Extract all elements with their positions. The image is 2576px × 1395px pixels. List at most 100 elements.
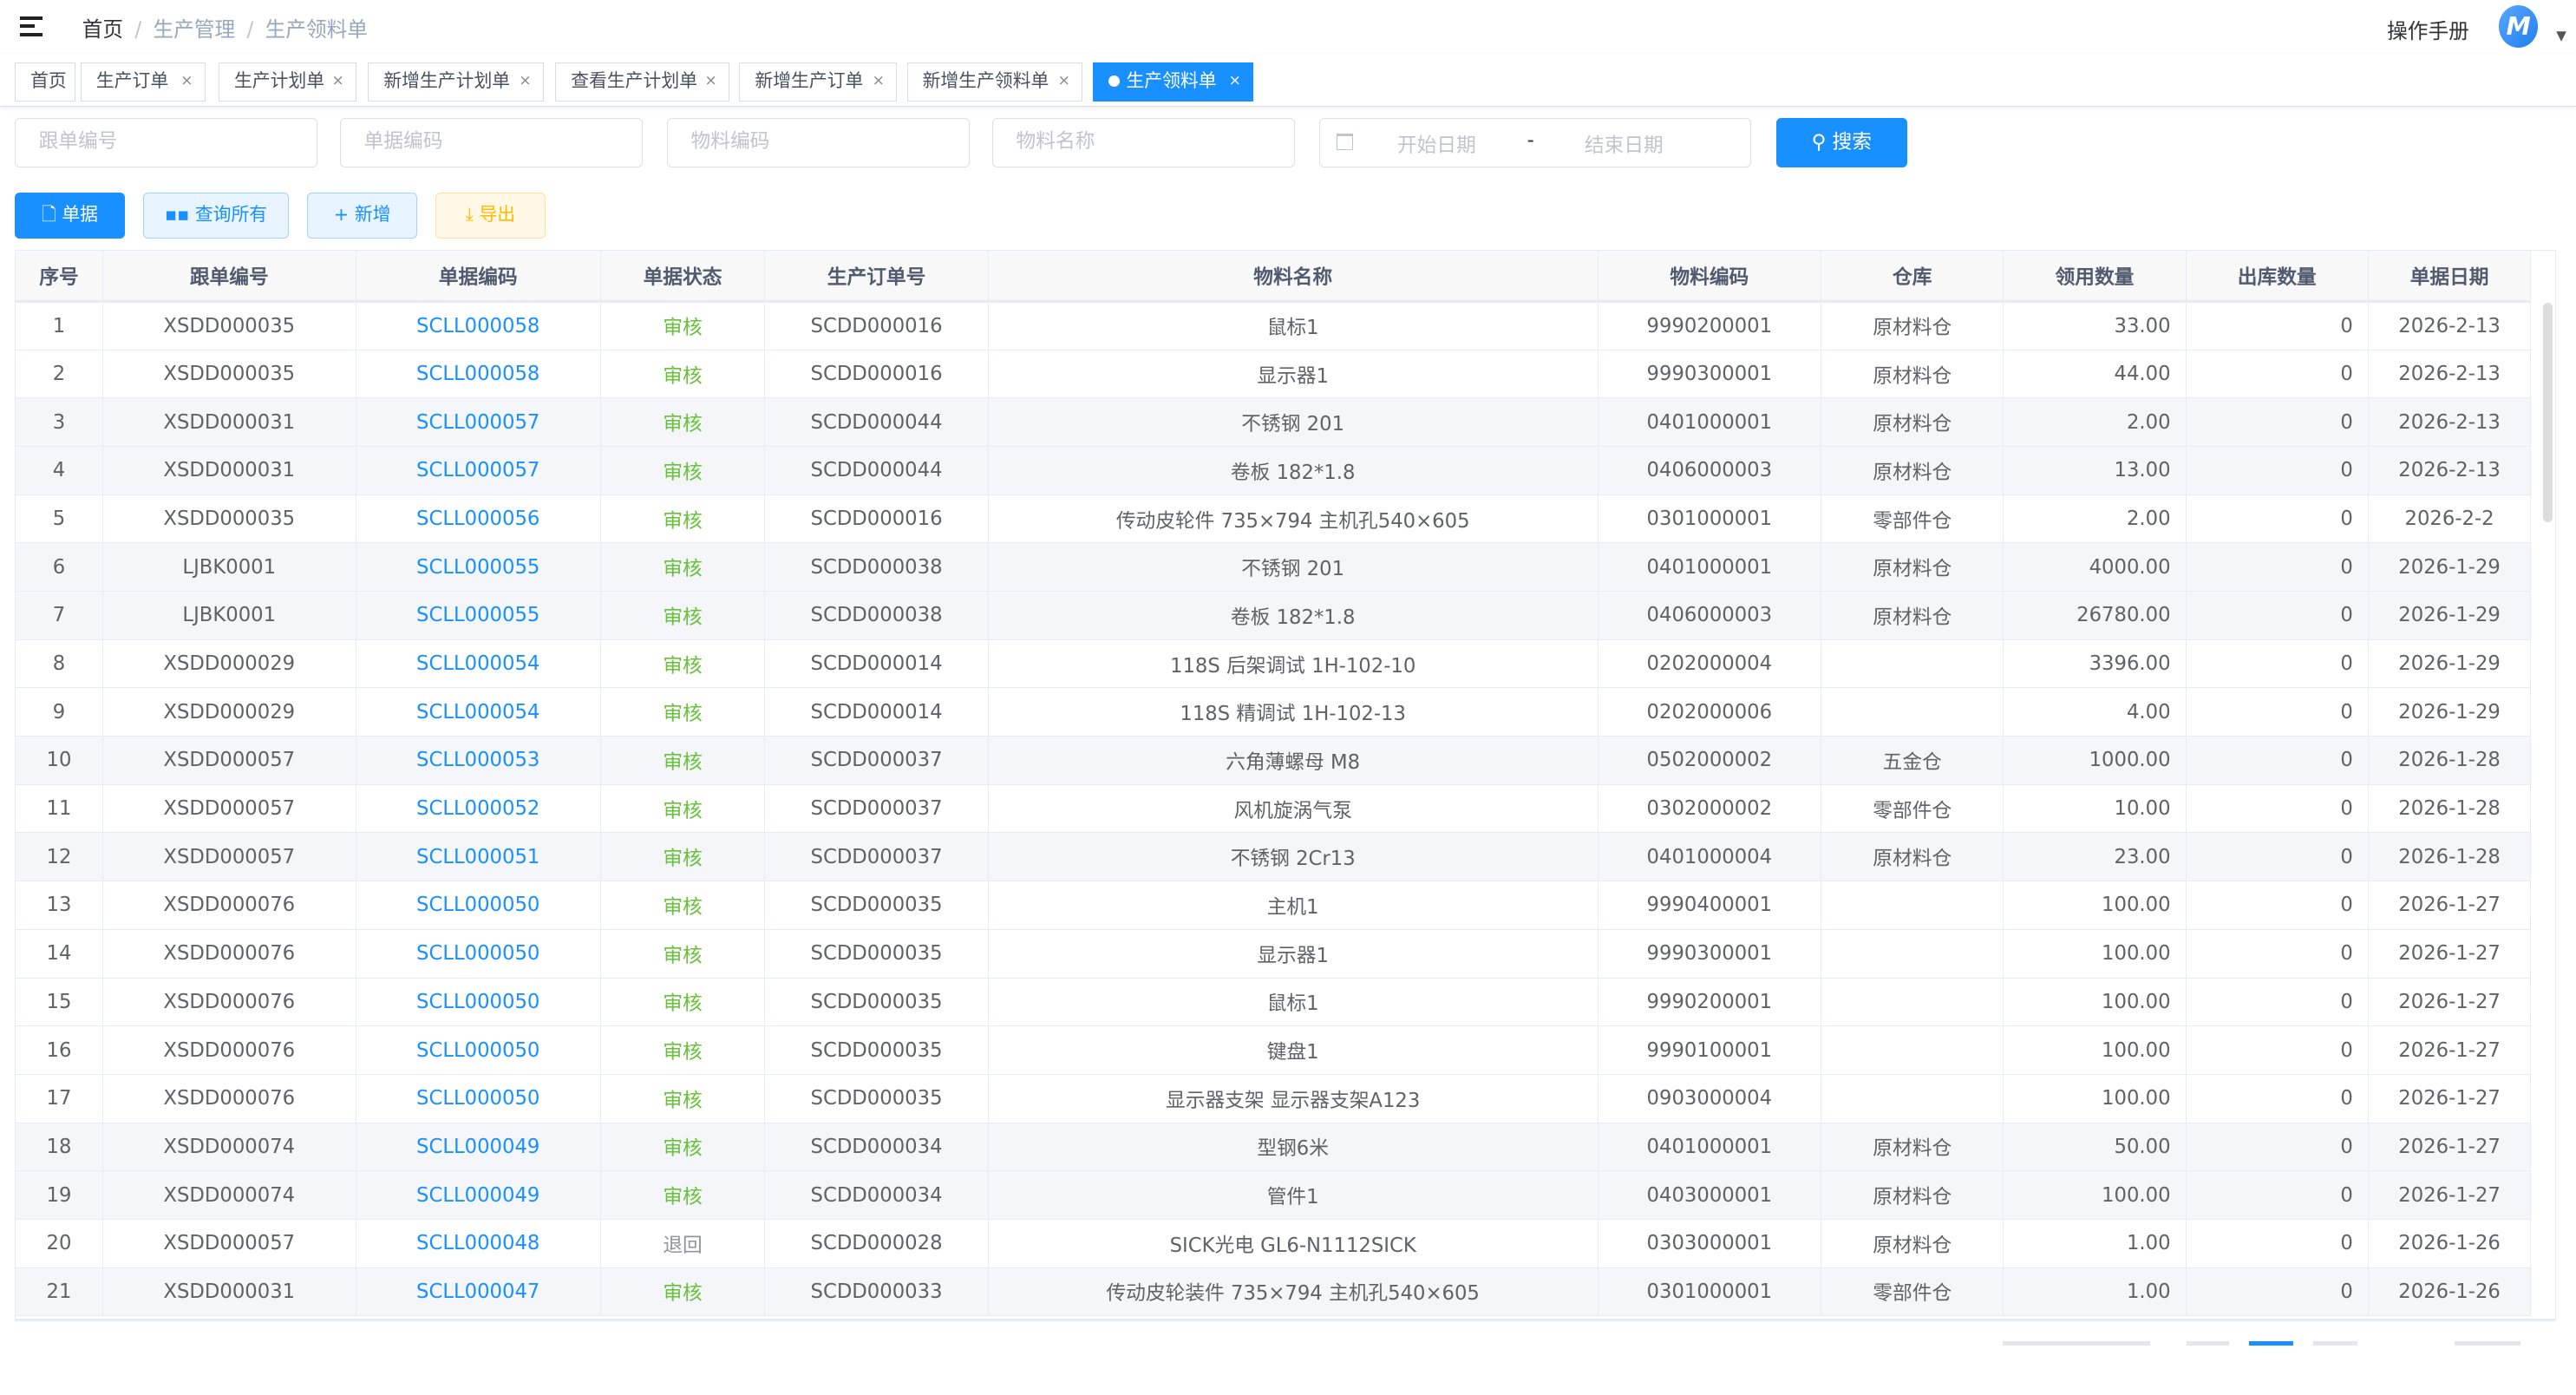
table-row[interactable]: 13 XSDD000076 SCLL000050 审核 SCDD000035 主机1 999… (16, 881, 2532, 930)
menu-toggle-icon[interactable] (19, 16, 43, 36)
cell-doc-code[interactable]: SCLL000050 (356, 881, 601, 930)
table-row[interactable]: 11 XSDD000057 SCLL000052 审核 SCDD000037 风机旋涡气泵… (16, 784, 2532, 834)
breadcrumb-home[interactable]: 首页 (82, 17, 124, 43)
search-button[interactable]: ⚲ 搜索 (1775, 118, 1908, 168)
column-header: 单据日期 (2368, 250, 2532, 304)
close-icon[interactable]: × (331, 71, 344, 89)
cell-date: 2026-2-13 (2368, 446, 2532, 495)
doc-button[interactable]: 🗋 单据 (15, 192, 125, 239)
cell-doc-code[interactable]: SCLL000056 (356, 494, 601, 544)
calendar-icon (1336, 134, 1353, 151)
page-jump-input[interactable] (2454, 1340, 2520, 1346)
close-icon[interactable]: × (1057, 71, 1070, 89)
cell-doc-code[interactable]: SCLL000058 (356, 350, 601, 399)
cell-doc-code[interactable]: SCLL000057 (356, 446, 601, 495)
table-row[interactable]: 4 XSDD000031 SCLL000057 审核 SCDD000044 卷板 182*… (16, 446, 2532, 495)
table-row[interactable]: 17 XSDD000076 SCLL000050 审核 SCDD000035 显示器支架 … (16, 1074, 2532, 1123)
cell-material-name: 118S 后架调试 1H-102-10 (988, 639, 1599, 689)
cell-order-no: SCDD000034 (764, 1123, 989, 1172)
doc-code-input[interactable]: 单据编码 (340, 118, 643, 168)
column-header: 生产订单号 (764, 250, 989, 304)
cell-order-no: SCDD000038 (764, 591, 989, 640)
cell-doc-code[interactable]: SCLL000050 (356, 929, 601, 979)
page-1-button[interactable] (2249, 1340, 2294, 1346)
prev-page-button[interactable] (2187, 1340, 2230, 1346)
cell-used-qty: 4000.00 (2003, 542, 2187, 593)
manual-link[interactable]: 操作手册 (2387, 19, 2469, 44)
material-name-input[interactable]: 物料名称 (992, 118, 1295, 168)
cell-doc-code[interactable]: SCLL000057 (356, 397, 601, 448)
cell-order-no: SCDD000035 (764, 1025, 989, 1075)
table-row[interactable]: 18 XSDD000074 SCLL000049 审核 SCDD000034 型钢6米 04… (16, 1123, 2532, 1172)
cell-doc-code[interactable]: SCLL000050 (356, 978, 601, 1027)
table-row[interactable]: 19 XSDD000074 SCLL000049 审核 SCDD000034 管件1 040… (16, 1170, 2532, 1220)
tab-0[interactable]: 首页 (15, 62, 76, 102)
cell-warehouse: 原材料仓 (1821, 446, 2004, 495)
cell-doc-code[interactable]: SCLL000049 (356, 1123, 601, 1172)
table-row[interactable]: 12 XSDD000057 SCLL000051 审核 SCDD000037 不锈钢 2C… (16, 832, 2532, 882)
table-row[interactable]: 16 XSDD000076 SCLL000050 审核 SCDD000035 键盘1 999… (16, 1025, 2532, 1075)
follow-no-input[interactable]: 跟单编号 (15, 118, 317, 168)
cell-doc-code[interactable]: SCLL000055 (356, 591, 601, 640)
next-page-button[interactable] (2312, 1340, 2358, 1346)
search-icon: ⚲ (1811, 131, 1833, 154)
tab-5[interactable]: 新增生产订单 × (739, 62, 898, 102)
avatar[interactable]: M (2498, 4, 2539, 48)
cell-doc-code[interactable]: SCLL000047 (356, 1267, 601, 1317)
table-row[interactable]: 7 LJBK0001 SCLL000055 审核 SCDD000038 卷板 182*1.… (16, 591, 2532, 640)
cell-date: 2026-2-2 (2368, 494, 2532, 544)
material-code-input[interactable]: 物料编码 (667, 118, 970, 168)
cell-doc-code[interactable]: SCLL000051 (356, 832, 601, 882)
cell-doc-code[interactable]: SCLL000049 (356, 1170, 601, 1220)
table-row[interactable]: 8 XSDD000029 SCLL000054 审核 SCDD000014 118S 后架… (16, 639, 2532, 689)
page-size-select[interactable] (2002, 1340, 2151, 1346)
cell-doc-code[interactable]: SCLL000053 (356, 736, 601, 785)
cell-doc-code[interactable]: SCLL000048 (356, 1219, 601, 1268)
tab-7[interactable]: 生产领料单 × (1092, 62, 1254, 102)
end-date-input[interactable]: 结束日期 (1584, 134, 1664, 157)
cell-used-qty: 33.00 (2003, 301, 2187, 350)
date-range-picker[interactable]: 开始日期 - 结束日期 (1318, 118, 1752, 168)
tab-1[interactable]: 生产订单 × (80, 62, 206, 102)
table-row[interactable]: 20 XSDD000057 SCLL000048 退回 SCDD000028 SICK光电… (16, 1219, 2532, 1268)
query-all-button[interactable]: ▪▪ 查询所有 (142, 192, 290, 239)
cell-status: 审核 (600, 494, 766, 544)
cell-doc-code[interactable]: SCLL000058 (356, 301, 601, 350)
cell-order-no: SCDD000044 (764, 397, 989, 448)
cell-status: 审核 (600, 832, 766, 882)
tab-3[interactable]: 新增生产计划单 × (368, 62, 544, 102)
cell-doc-code[interactable]: SCLL000050 (356, 1074, 601, 1123)
cell-doc-code[interactable]: SCLL000050 (356, 1025, 601, 1075)
cell-index: 4 (16, 446, 103, 495)
cell-doc-code[interactable]: SCLL000054 (356, 687, 601, 737)
cell-used-qty: 100.00 (2003, 929, 2187, 979)
cell-status: 审核 (600, 591, 766, 640)
export-button[interactable]: ⤓ 导出 (435, 192, 546, 239)
cell-doc-code[interactable]: SCLL000054 (356, 639, 601, 689)
table-row[interactable]: 2 XSDD000035 SCLL000058 审核 SCDD000016 显示器1 999… (16, 350, 2532, 399)
tab-4[interactable]: 查看生产计划单 × (555, 62, 729, 102)
close-icon[interactable]: × (704, 71, 717, 89)
start-date-input[interactable]: 开始日期 (1396, 134, 1476, 157)
table-row[interactable]: 5 XSDD000035 SCLL000056 审核 SCDD000016 传动皮轮件 7… (16, 494, 2532, 544)
table-scrollbar[interactable] (2543, 302, 2553, 523)
close-icon[interactable]: × (180, 71, 193, 89)
cell-used-qty: 10.00 (2003, 784, 2187, 834)
table-row[interactable]: 15 XSDD000076 SCLL000050 审核 SCDD000035 鼠标1 999… (16, 978, 2532, 1027)
add-button[interactable]: + 新增 (307, 192, 418, 239)
cell-doc-code[interactable]: SCLL000052 (356, 784, 601, 834)
close-icon[interactable]: × (519, 71, 532, 89)
cell-doc-code[interactable]: SCLL000055 (356, 542, 601, 593)
table-row[interactable]: 1 XSDD000035 SCLL000058 审核 SCDD000016 鼠标1 9990… (16, 301, 2532, 350)
table-row[interactable]: 6 LJBK0001 SCLL000055 审核 SCDD000038 不锈钢 201 04… (16, 542, 2532, 593)
table-row[interactable]: 3 XSDD000031 SCLL000057 审核 SCDD000044 不锈钢 201… (16, 397, 2532, 448)
tab-6[interactable]: 新增生产领料单 × (906, 62, 1083, 102)
close-icon[interactable]: × (1228, 71, 1241, 89)
table-row[interactable]: 10 XSDD000057 SCLL000053 审核 SCDD000037 六角薄螺母 … (16, 736, 2532, 785)
close-icon[interactable]: × (872, 71, 885, 89)
table-row[interactable]: 9 XSDD000029 SCLL000054 审核 SCDD000014 118S 精调… (16, 687, 2532, 737)
table-row[interactable]: 21 XSDD000031 SCLL000047 审核 SCDD000033 传动皮轮装件… (16, 1267, 2532, 1317)
caret-down-icon[interactable]: ▼ (2556, 28, 2566, 44)
tab-2[interactable]: 生产计划单 × (218, 62, 356, 102)
table-row[interactable]: 14 XSDD000076 SCLL000050 审核 SCDD000035 显示器1 99… (16, 929, 2532, 979)
